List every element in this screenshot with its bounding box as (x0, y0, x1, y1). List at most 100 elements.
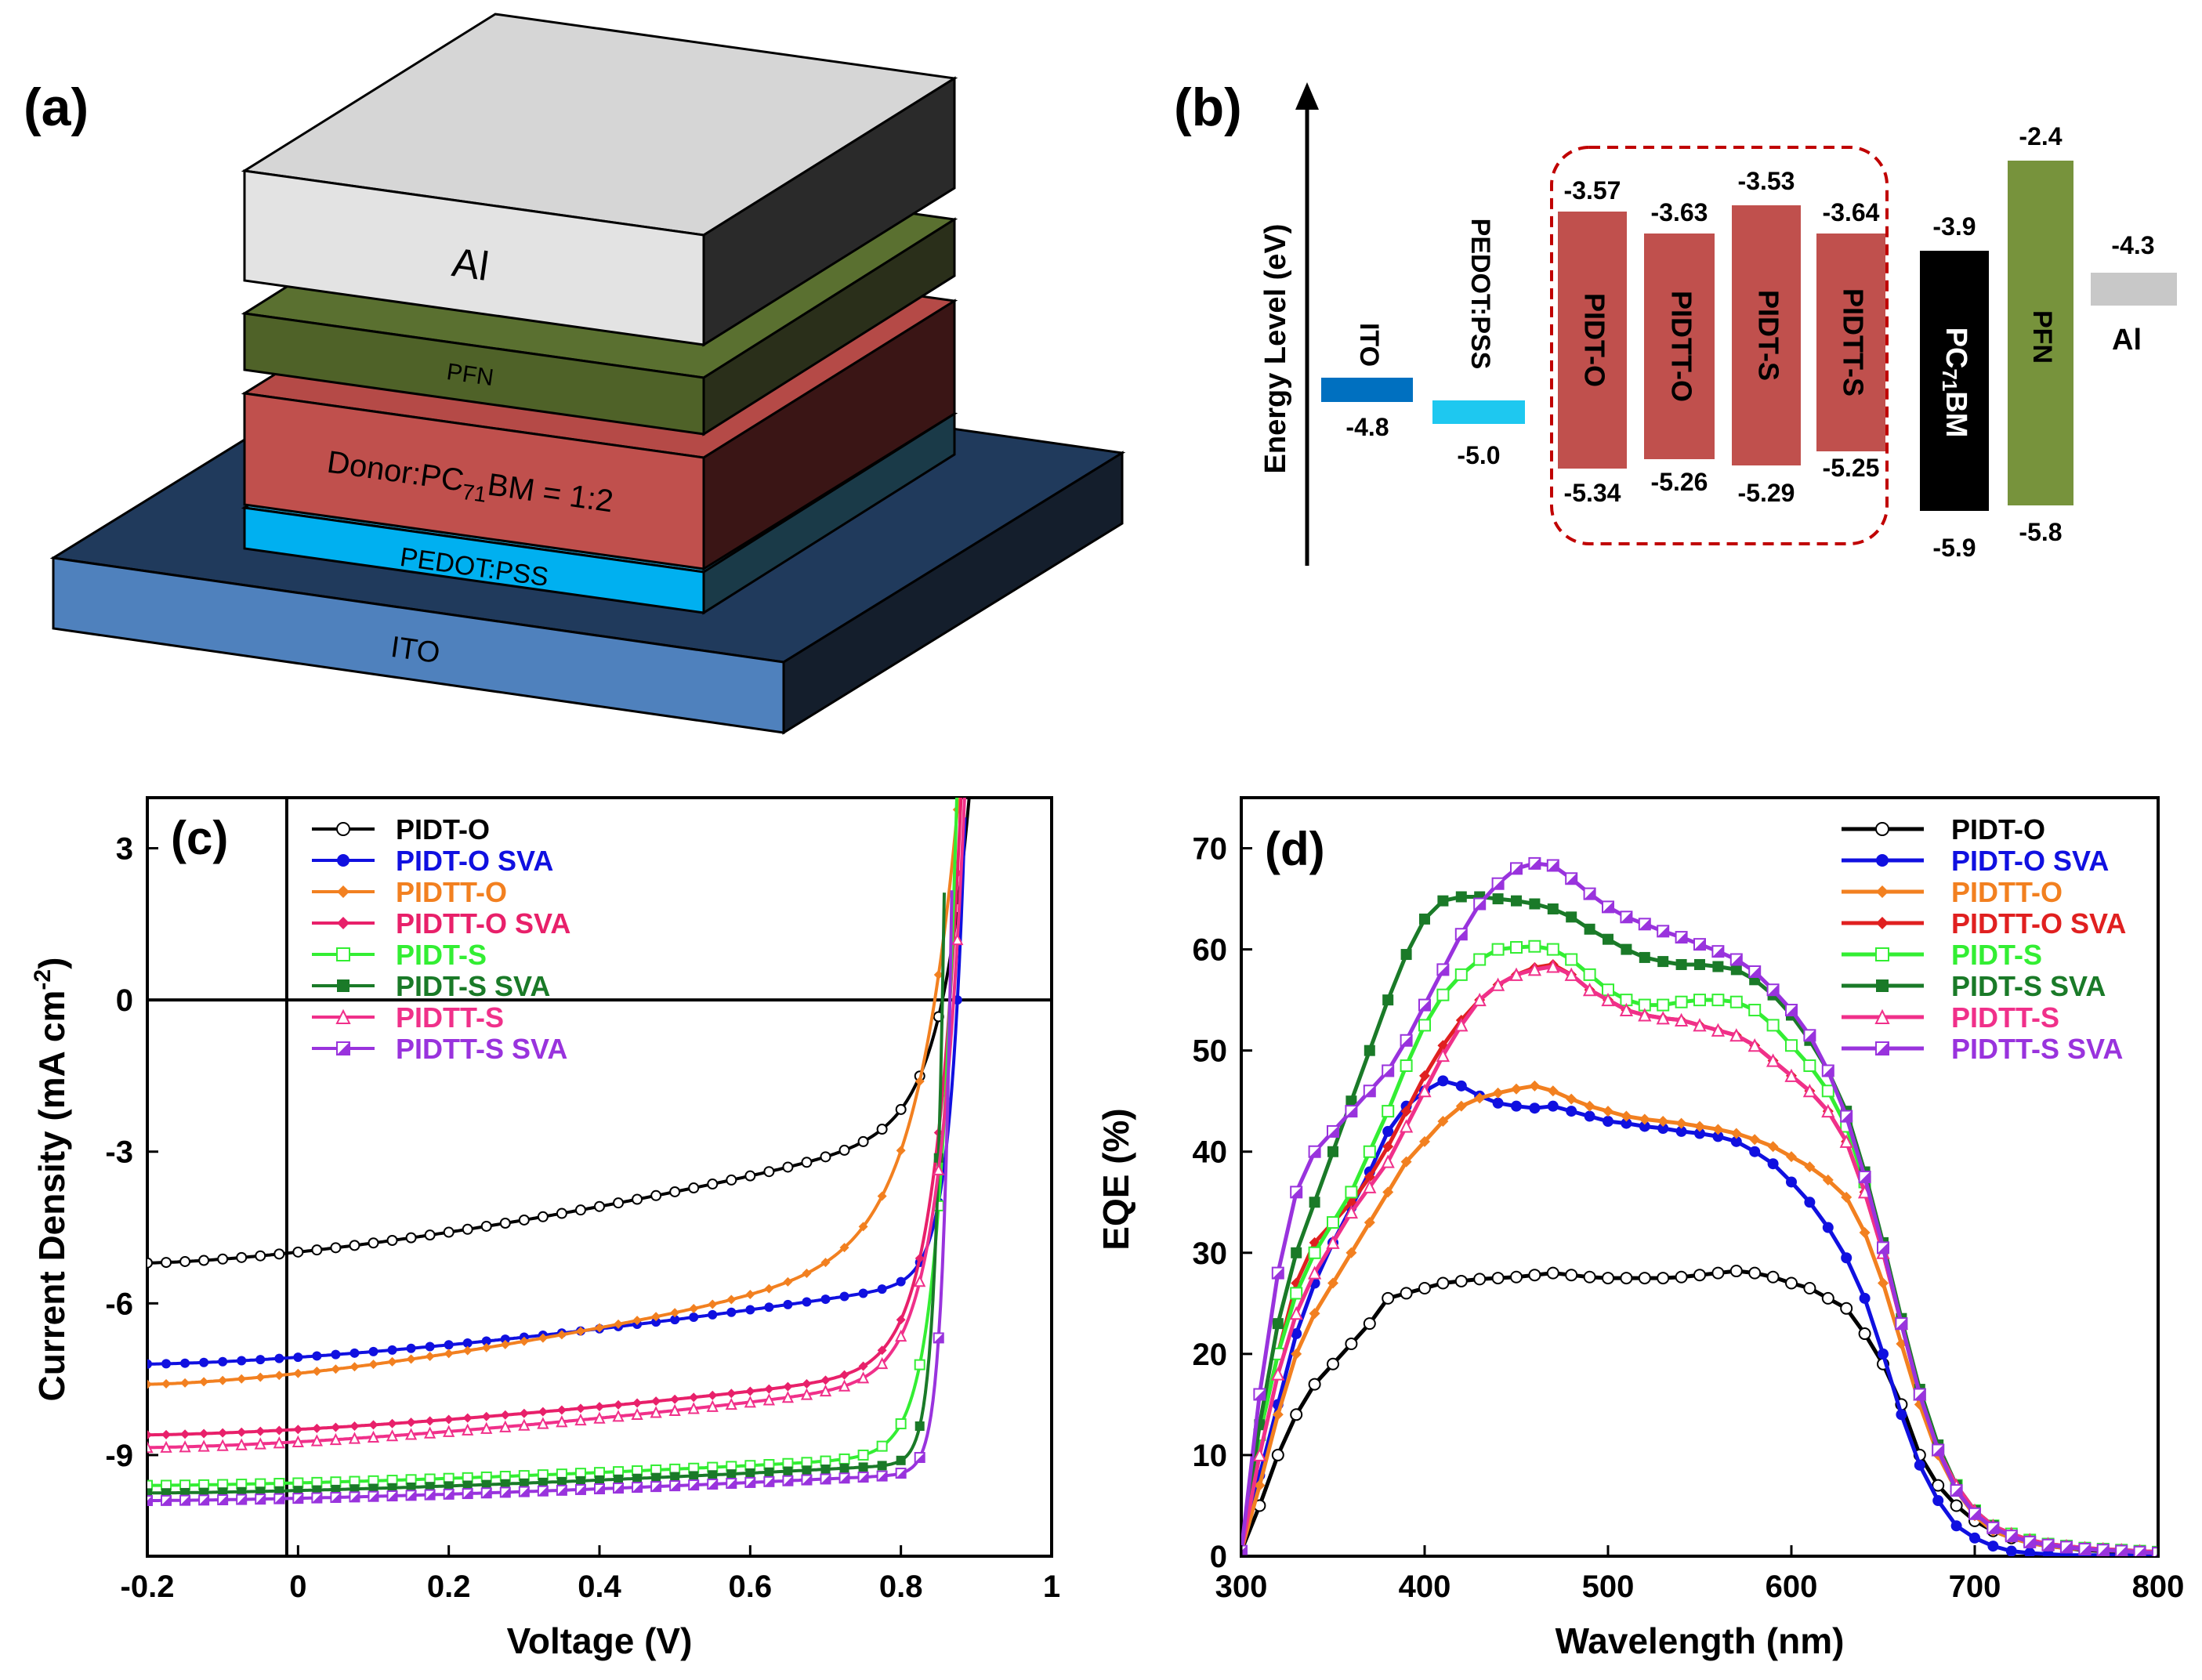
eqe-marker-pidtt-s-sva (1932, 1443, 1945, 1457)
jv-marker-pidt-s-sva (481, 1479, 491, 1490)
jv-marker-pidt-o (349, 1240, 360, 1251)
eqe-axes: 300 400 500 600 700 800 0 10 20 30 40 50 60 70 (1193, 832, 2185, 1604)
jv-marker-pidt-o (236, 1251, 248, 1263)
jv-marker-pidt-s-sva (614, 1474, 624, 1484)
jv-marker-pidtt-s-sva (763, 1475, 775, 1487)
eqe-marker-pidt-s (1436, 988, 1450, 1001)
eqe-marker-pidt-o (1400, 1287, 1413, 1300)
eqe-marker-pidt-o-sva (1969, 1532, 1980, 1544)
eqe-marker-pidt-s (1657, 998, 1670, 1012)
jv-marker-pidtt-s-sva (669, 1480, 681, 1492)
eqe-curves (1241, 856, 2158, 1556)
eqe-marker-pidt-o (1546, 1266, 1559, 1280)
jv-marker-pidtt-o (500, 1339, 510, 1349)
eqe-marker-pidtt-s (1784, 1068, 1798, 1082)
jv-marker-pidt-o (405, 1232, 417, 1244)
eqe-marker-pidt-o (1657, 1272, 1670, 1285)
jv-x-tick-label-3: 0.4 (578, 1570, 621, 1604)
jv-markers-pidt-o-sva (147, 995, 962, 1369)
jv-marker-pidtt-o (783, 1276, 793, 1287)
pidt-o-level-bar (1558, 212, 1627, 469)
jv-markers-pidtt-o-sva (147, 868, 962, 1440)
eqe-marker-pidt-o-sva (1896, 1409, 1907, 1421)
jv-marker-pidtt-o (199, 1377, 209, 1387)
jv-marker-pidtt-s-sva (537, 1485, 549, 1497)
eqe-marker-pidt-o (1766, 1270, 1780, 1284)
eqe-marker-pidtt-o (1621, 1110, 1632, 1122)
eqe-marker-pidt-o (1528, 1269, 1541, 1282)
jv-marker-pidtt-o-sva (147, 1430, 152, 1440)
donor-label-subscript: 71 (461, 480, 488, 507)
jv-marker-pidtt-o-sva (595, 1402, 604, 1412)
jv-marker-pidtt-s (762, 1393, 775, 1406)
jv-marker-pidtt-s-sva (443, 1488, 455, 1500)
eqe-marker-pidtt-o (1291, 1348, 1302, 1360)
pcbm-name-suffix: BM (1939, 391, 1972, 437)
pidtt-s-level-name: PIDTT-S (1837, 288, 1869, 396)
jv-marker-pidt-o-sva (293, 1352, 303, 1363)
pfn-level-name: PFN (2027, 310, 2057, 364)
energy-axis-label: Energy Level (eV) (1259, 224, 1292, 474)
eqe-marker-pidt-o-sva (1786, 1176, 1797, 1188)
eqe-marker-pidt-s (1363, 1145, 1376, 1158)
jv-marker-pidtt-s-sva (613, 1483, 625, 1494)
jv-marker-pidtt-o (444, 1349, 454, 1359)
jv-marker-pidt-o (895, 1103, 907, 1115)
jv-marker-pidt-o-sva (896, 1276, 906, 1287)
jv-marker-pidt-o (744, 1170, 756, 1182)
eqe-marker-pidtt-s-sva (1565, 872, 1578, 885)
eqe-marker-pidt-o (1454, 1274, 1468, 1287)
eqe-marker-pidtt-o (1639, 1113, 1650, 1125)
jv-marker-pidtt-s (725, 1397, 737, 1410)
jv-marker-pidtt-o (462, 1345, 473, 1356)
eqe-marker-pidt-o (1803, 1281, 1816, 1294)
jv-markers-pidtt-s (147, 932, 964, 1454)
eqe-y-tick-label-1: 10 (1193, 1439, 1228, 1473)
panel-a-tag: (a) (24, 78, 89, 137)
eqe-marker-pidtt-o (1327, 1277, 1338, 1289)
jv-marker-pidt-o-sva (820, 1294, 831, 1305)
jv-marker-pidtt-o (764, 1284, 774, 1294)
jv-marker-pidtt-o-sva (199, 1428, 209, 1439)
eqe-marker-pidt-o-sva (2024, 1548, 2036, 1556)
eqe-marker-pidt-s-sva (1382, 994, 1394, 1006)
jv-marker-pidt-o (669, 1186, 681, 1197)
jv-marker-pidtt-s (329, 1432, 342, 1446)
eqe-marker-pidtt-o (1492, 1087, 1504, 1099)
jv-marker-pidtt-s-sva (838, 1472, 850, 1484)
eqe-marker-pidt-s (1290, 1287, 1303, 1300)
eqe-x-tick-label-4: 700 (1949, 1570, 2001, 1604)
eqe-marker-pidtt-s (1674, 1012, 1689, 1026)
jv-legend-label-pidt-o-sva: PIDT-O SVA (396, 845, 553, 877)
eqe-marker-pidtt-s-sva (1546, 859, 1559, 872)
panel-b-tag: (b) (1174, 78, 1242, 137)
eqe-marker-pidtt-s (1546, 959, 1560, 973)
ito-layer-front (52, 556, 785, 734)
jv-marker-pidt-o (876, 1124, 888, 1135)
jv-marker-pidtt-o (237, 1374, 247, 1384)
jv-marker-pidtt-o-sva (858, 1361, 868, 1371)
jv-y-tick-label-4: -9 (105, 1439, 133, 1473)
jv-marker-pidt-o (650, 1189, 662, 1201)
jv-marker-pidtt-s (424, 1426, 436, 1439)
eqe-marker-pidt-s (1803, 1059, 1816, 1073)
eqe-marker-pidt-o-sva (1841, 1252, 1853, 1264)
eqe-marker-pidtt-o (1878, 1277, 1889, 1289)
eqe-marker-pidtt-s-sva (1436, 963, 1450, 976)
jv-marker-pidt-o-sva (312, 1351, 322, 1361)
jv-marker-pidtt-s (574, 1413, 587, 1426)
eqe-marker-pidtt-s-sva (2023, 1535, 2037, 1548)
eqe-marker-pidtt-s-sva (1968, 1507, 1981, 1520)
jv-marker-pidt-o-sva (180, 1358, 190, 1368)
jv-marker-pidtt-o-sva (180, 1429, 190, 1439)
jv-marker-pidtt-o-sva (575, 1403, 585, 1414)
eqe-marker-pidtt-s-sva (1693, 938, 1706, 951)
eqe-marker-pidtt-o (1694, 1121, 1705, 1132)
eqe-marker-pidtt-s (1326, 1235, 1340, 1249)
pfn-lumo-value: -2.4 (2019, 122, 2062, 150)
jv-marker-pidt-o-sva (651, 1317, 661, 1327)
jv-marker-pidtt-s (857, 1371, 870, 1384)
jv-marker-pidt-o (386, 1235, 398, 1247)
eqe-marker-pidt-s-sva (1437, 895, 1449, 907)
